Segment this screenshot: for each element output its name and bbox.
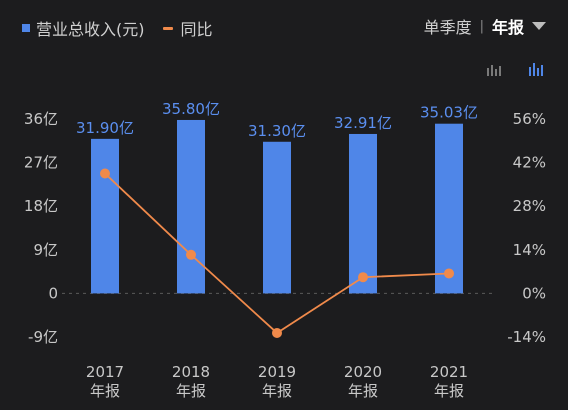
yoy-point[interactable] bbox=[358, 272, 368, 283]
x-tick-label: 2019 年报 bbox=[258, 363, 296, 400]
y-right-tick-label: 42% bbox=[513, 154, 546, 172]
bar-line-chart-icon[interactable] bbox=[486, 62, 502, 76]
revenue-bar[interactable] bbox=[349, 133, 377, 294]
y-right-tick-label: 14% bbox=[513, 241, 546, 259]
revenue-bar[interactable] bbox=[91, 138, 119, 294]
y-right-tick-label: 0% bbox=[522, 284, 546, 302]
period-selector: 单季度 | 年报 bbox=[424, 14, 546, 38]
y-right-tick-label: -14% bbox=[507, 328, 546, 346]
bar-value-label: 32.91亿 bbox=[334, 114, 392, 132]
x-tick-label: 2018 年报 bbox=[172, 363, 210, 400]
period-separator: | bbox=[479, 18, 484, 34]
yoy-point[interactable] bbox=[100, 168, 110, 179]
legend-revenue-label: 营业总收入(元) bbox=[36, 20, 145, 39]
x-tick-label: 2020 年报 bbox=[344, 363, 382, 400]
chart-legend: 营业总收入(元) 同比 bbox=[22, 16, 231, 40]
yoy-swatch bbox=[162, 26, 173, 30]
bar-value-label: 31.90亿 bbox=[76, 119, 134, 137]
legend-item-revenue[interactable]: 营业总收入(元) bbox=[22, 16, 145, 40]
yoy-point[interactable] bbox=[272, 327, 282, 338]
bar-chart-icon[interactable] bbox=[528, 62, 544, 76]
bar-value-label: 35.03亿 bbox=[420, 104, 478, 122]
revenue-bar[interactable] bbox=[435, 123, 463, 294]
y-right-tick-label: 28% bbox=[513, 197, 546, 215]
triangle-down-icon[interactable] bbox=[532, 22, 546, 30]
x-tick-label: 2021 年报 bbox=[430, 363, 468, 400]
period-annual-option[interactable]: 年报 bbox=[491, 18, 524, 37]
bar-value-label: 31.30亿 bbox=[248, 122, 306, 140]
y-left-tick-label: 18亿 bbox=[24, 197, 58, 215]
view-toggle bbox=[460, 62, 544, 76]
x-tick-label: 2017 年报 bbox=[86, 363, 124, 400]
legend-yoy-label: 同比 bbox=[180, 20, 213, 39]
yoy-point[interactable] bbox=[444, 268, 454, 279]
y-left-tick-label: 9亿 bbox=[33, 241, 58, 259]
legend-item-yoy[interactable]: 同比 bbox=[162, 16, 213, 40]
y-left-tick-label: -9亿 bbox=[28, 328, 58, 346]
y-left-tick-label: 27亿 bbox=[24, 154, 58, 172]
revenue-bar[interactable] bbox=[263, 141, 291, 294]
y-left-tick-label: 0 bbox=[48, 284, 58, 302]
period-quarter-option[interactable]: 单季度 bbox=[423, 18, 472, 37]
revenue-swatch bbox=[22, 24, 30, 32]
yoy-point[interactable] bbox=[186, 249, 196, 260]
y-left-tick-label: 36亿 bbox=[24, 110, 58, 128]
bar-value-label: 35.80亿 bbox=[162, 100, 220, 118]
revenue-bar[interactable] bbox=[177, 119, 205, 294]
y-right-tick-label: 56% bbox=[513, 110, 546, 128]
